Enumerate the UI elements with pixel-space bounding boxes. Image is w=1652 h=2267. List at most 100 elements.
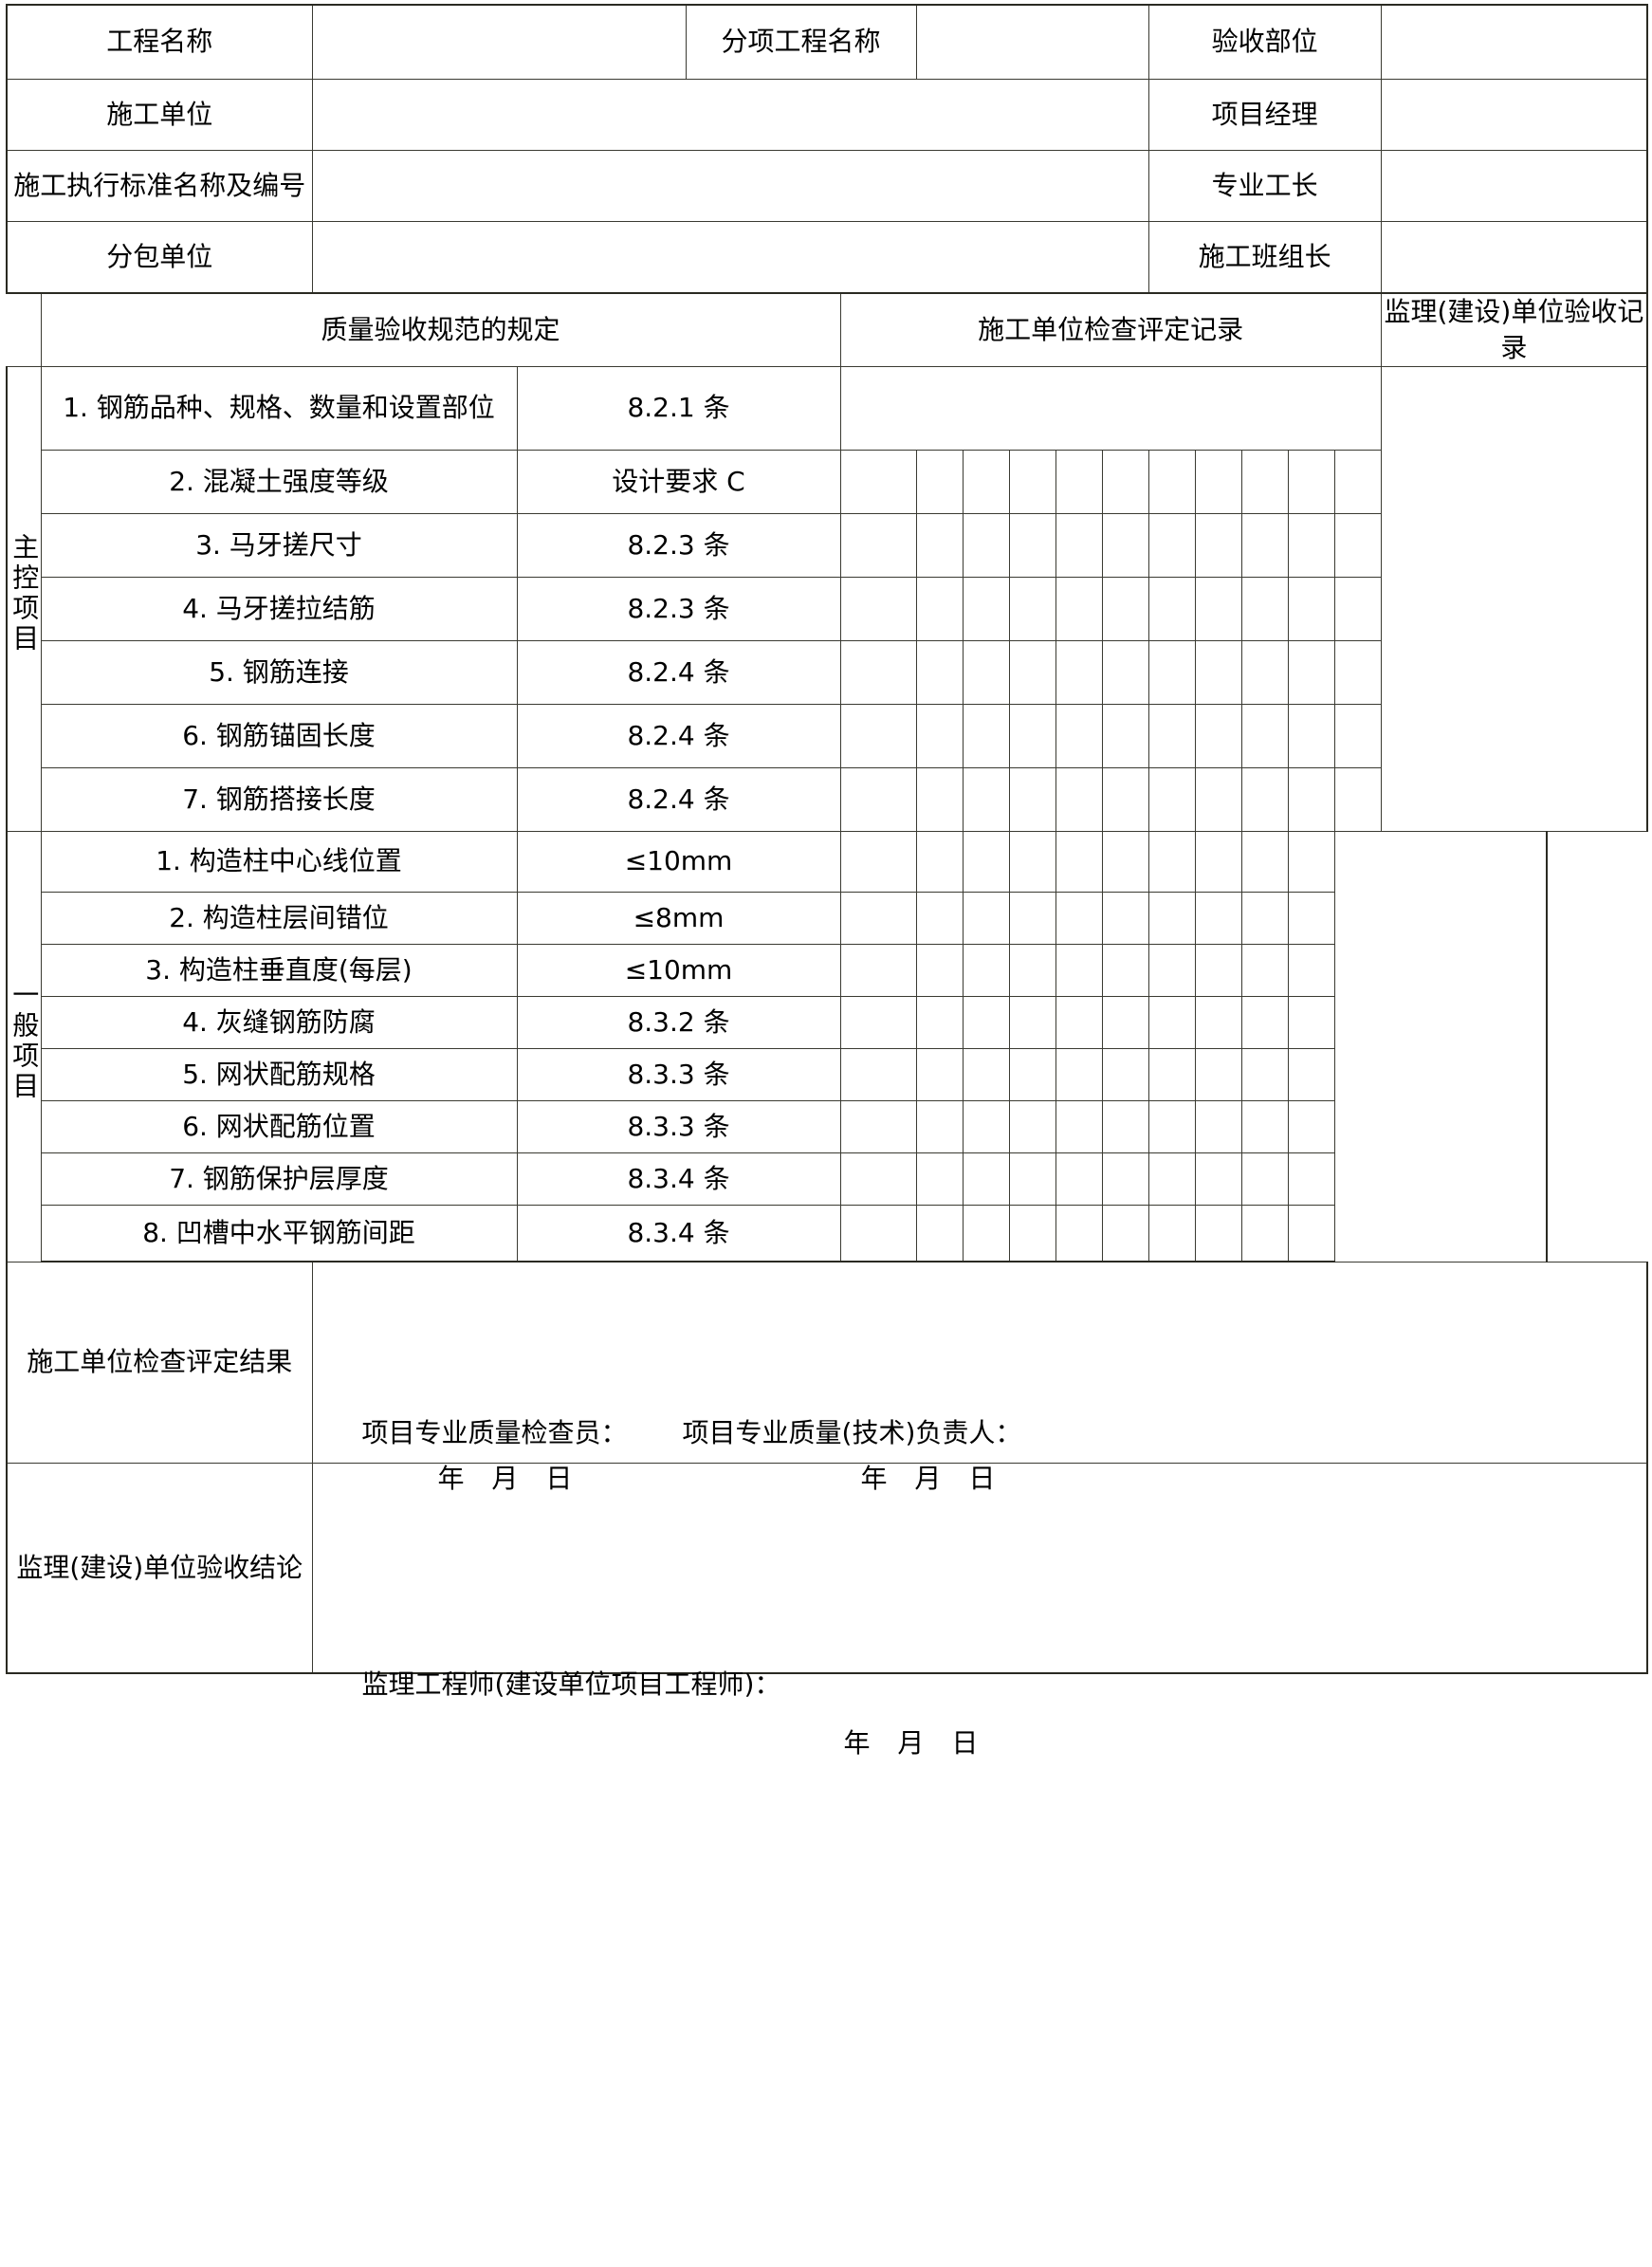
tick-cell[interactable] [962,449,1010,514]
tick-cell[interactable] [1147,1204,1196,1263]
value-sub-project-name[interactable] [915,4,1149,80]
tick-cell[interactable] [1008,891,1056,945]
tick-cell[interactable] [1240,449,1289,514]
tick-cell[interactable] [962,830,1010,893]
tick-cell[interactable] [895,943,917,997]
tick-tail[interactable] [1333,639,1382,705]
tick-cell[interactable] [1240,891,1289,945]
value-work-team-leader[interactable] [1380,220,1649,294]
tick-cell[interactable] [962,512,1010,578]
tick-cell[interactable] [915,766,964,832]
tick-cell[interactable] [915,1152,964,1206]
tick-cell[interactable] [1194,1152,1242,1206]
tick-cell[interactable] [1287,576,1335,641]
tick-cell[interactable] [895,449,917,514]
tick-cell[interactable] [1240,576,1289,641]
tick-cell[interactable] [1194,1099,1242,1153]
value-construction-unit[interactable] [311,78,1149,151]
tick-cell[interactable] [1147,703,1196,768]
tick-cell[interactable] [962,1152,1010,1206]
tick-cell[interactable] [1147,766,1196,832]
tick-cell[interactable] [1194,1204,1242,1263]
value-subcontract-unit[interactable] [311,220,1149,294]
tick-cell[interactable] [1194,830,1242,893]
tick-cell[interactable] [915,943,964,997]
tick-cell[interactable] [895,1099,917,1153]
tick-cell[interactable] [1287,1152,1335,1206]
tick-cell[interactable] [915,703,964,768]
tick-cell[interactable] [1008,1152,1056,1206]
tick-cell[interactable] [1194,995,1242,1049]
tick-cell[interactable] [962,891,1010,945]
tick-cell[interactable] [1055,703,1103,768]
tick-cell[interactable] [1240,1204,1289,1263]
tick-cell[interactable] [1147,830,1196,893]
tick-cell[interactable] [962,639,1010,705]
tick-tail[interactable] [1333,766,1382,832]
tick-cell[interactable] [1008,512,1056,578]
tick-cell[interactable] [1147,995,1196,1049]
tick-cell[interactable] [962,703,1010,768]
tick-cell[interactable] [1055,576,1103,641]
value-acceptance-part[interactable] [1380,4,1649,80]
tick-cell[interactable] [1240,1152,1289,1206]
tick-cell[interactable] [1287,703,1335,768]
tick-cell[interactable] [1055,766,1103,832]
tick-cell[interactable] [915,512,964,578]
tick-tail[interactable] [1333,512,1382,578]
tick-cell[interactable] [1055,995,1103,1049]
tick-cell[interactable] [1101,995,1149,1049]
tick-cell[interactable] [1055,1204,1103,1263]
tick-cell[interactable] [1147,891,1196,945]
tick-cell[interactable] [1055,1152,1103,1206]
tick-cell[interactable] [1194,512,1242,578]
tick-cell[interactable] [1194,449,1242,514]
tick-cell[interactable] [1194,576,1242,641]
tick-cell[interactable] [915,576,964,641]
value-project-manager[interactable] [1380,78,1649,151]
tick-cell[interactable] [1287,891,1335,945]
tick-cell[interactable] [1287,512,1335,578]
tick-cell[interactable] [1101,449,1149,514]
tick-cell[interactable] [1147,639,1196,705]
tick-cell[interactable] [1194,703,1242,768]
tick-cell[interactable] [915,995,964,1049]
tick-cell[interactable] [1101,766,1149,832]
tick-cell[interactable] [1101,1152,1149,1206]
tick-cell[interactable] [962,1047,1010,1101]
tick-cell[interactable] [895,1204,917,1263]
tick-cell[interactable] [1194,943,1242,997]
tick-cell[interactable] [1101,830,1149,893]
tick-cell[interactable] [1055,830,1103,893]
tick-cell[interactable] [1194,891,1242,945]
tick-cell[interactable] [1055,639,1103,705]
tick-cell[interactable] [1194,1047,1242,1101]
tick-cell[interactable] [1008,703,1056,768]
tick-cell[interactable] [962,1099,1010,1153]
tick-cell[interactable] [895,703,917,768]
tick-cell[interactable] [1101,1099,1149,1153]
tick-cell[interactable] [1055,943,1103,997]
tick-cell[interactable] [1147,1099,1196,1153]
tick-cell[interactable] [1240,1047,1289,1101]
supervisor-record-cell-general[interactable] [1333,830,1549,1263]
tick-cell[interactable] [1055,512,1103,578]
tick-cell[interactable] [895,995,917,1049]
tick-cell[interactable] [1287,1204,1335,1263]
tick-cell[interactable] [1147,1152,1196,1206]
tick-cell[interactable] [1008,639,1056,705]
tick-cell[interactable] [1194,639,1242,705]
tick-cell[interactable] [1055,1047,1103,1101]
tick-cell[interactable] [895,639,917,705]
tick-cell[interactable] [1287,766,1335,832]
tick-cell[interactable] [1147,576,1196,641]
tick-cell[interactable] [915,449,964,514]
tick-cell[interactable] [1287,995,1335,1049]
tick-tail[interactable] [1333,703,1382,768]
tick-cell[interactable] [1147,1047,1196,1101]
tick-cell[interactable] [1008,766,1056,832]
tick-cell[interactable] [1101,1047,1149,1101]
tick-cell[interactable] [1287,1099,1335,1153]
tick-cell[interactable] [915,1099,964,1153]
tick-cell[interactable] [895,1152,917,1206]
